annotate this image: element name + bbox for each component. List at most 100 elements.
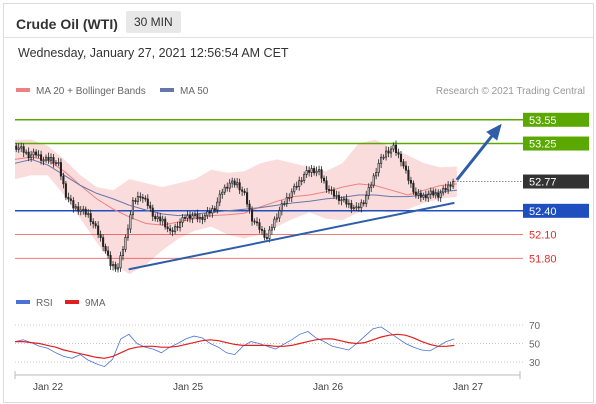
candle-down — [159, 216, 162, 222]
candle-down — [241, 189, 244, 192]
candle-down — [102, 237, 105, 247]
rsi-legend-swatch — [16, 300, 30, 304]
candle-up — [223, 186, 226, 193]
ma50-legend-swatch — [160, 88, 174, 92]
candle-down — [332, 189, 335, 197]
candle-up — [377, 162, 380, 173]
candle-down — [265, 237, 268, 239]
candle-down — [424, 195, 427, 199]
candle-down — [295, 185, 298, 188]
candle-down — [104, 246, 107, 252]
candle-down — [320, 169, 323, 179]
candle-up — [174, 226, 177, 232]
candle-up — [74, 206, 77, 209]
candle-up — [273, 218, 276, 228]
candle-up — [278, 210, 281, 219]
candle-down — [308, 170, 311, 173]
candle-down — [154, 215, 157, 220]
candle-up — [427, 194, 430, 199]
candle-down — [171, 230, 174, 232]
legend-row: MA 20 + Bollinger Bands MA 50 Research ©… — [16, 86, 585, 97]
candle-up — [285, 197, 288, 204]
ma50-line — [14, 158, 457, 217]
candle-up — [340, 199, 343, 202]
candle-down — [146, 198, 149, 207]
rsi-legend-label: RSI — [36, 298, 53, 309]
candle-down — [337, 195, 340, 201]
candle-up — [367, 186, 370, 196]
candle-down — [164, 218, 167, 228]
candle-down — [258, 222, 261, 230]
candle-up — [116, 267, 120, 270]
timeframe-badge[interactable]: 30 MIN — [126, 11, 181, 33]
candle-down — [404, 165, 407, 171]
candle-down — [97, 225, 100, 236]
candle-down — [77, 206, 80, 212]
candle-up — [191, 215, 194, 219]
candle-up — [303, 174, 306, 181]
candle-down — [144, 197, 147, 200]
candle-down — [183, 217, 187, 219]
candle-down — [357, 206, 360, 209]
chart-datetime: Wednesday, January 27, 2021 12:56:54 AM … — [18, 46, 289, 60]
candle-up — [365, 195, 368, 205]
candle-up — [392, 144, 395, 150]
price-level-label: 53.25 — [529, 139, 557, 151]
candle-down — [47, 156, 50, 161]
candle-up — [124, 236, 127, 250]
candlesticks — [15, 140, 455, 273]
candle-up — [79, 209, 82, 212]
ma50-legend-label: MA 50 — [180, 86, 209, 97]
candle-down — [251, 209, 254, 222]
candle-down — [94, 223, 97, 227]
candle-up — [37, 154, 40, 157]
rsi-tick-label: 50 — [529, 340, 541, 351]
candle-down — [345, 198, 348, 205]
candle-down — [35, 151, 38, 156]
candle-up — [25, 151, 28, 154]
candle-down — [67, 197, 70, 200]
support-trendline — [128, 201, 455, 271]
candle-down — [246, 192, 249, 205]
rsi-ma9-line — [15, 333, 455, 359]
candle-down — [226, 186, 229, 189]
forecast-arrow-head — [486, 123, 502, 141]
candle-up — [119, 255, 122, 269]
candle-up — [57, 162, 60, 164]
bollinger-bands — [15, 139, 457, 275]
candle-down — [437, 192, 440, 198]
candle-up — [221, 191, 224, 195]
candle-down — [330, 189, 333, 192]
candle-down — [176, 226, 179, 228]
ma9-legend-swatch — [65, 300, 79, 304]
candle-up — [54, 162, 57, 165]
candle-down — [412, 182, 415, 193]
candle-down — [243, 190, 246, 193]
price-level-label: 53.55 — [529, 115, 557, 127]
candle-down — [89, 213, 92, 222]
bollinger-band-area — [15, 139, 457, 275]
candle-down — [139, 196, 142, 198]
candle-down — [444, 188, 447, 191]
x-tick-label: Jan 27 — [453, 382, 483, 393]
candle-up — [42, 159, 45, 162]
candle-up — [218, 193, 221, 203]
candle-down — [248, 203, 251, 210]
candle-up — [193, 213, 196, 216]
chart-header: Crude Oil (WTI) 30 MIN — [4, 4, 593, 38]
candle-down — [394, 144, 398, 153]
candle-up — [82, 208, 85, 211]
candle-up — [186, 215, 189, 219]
candle-down — [92, 221, 95, 225]
candle-down — [414, 191, 417, 196]
candle-up — [121, 249, 125, 257]
candle-down — [323, 177, 326, 182]
candle-up — [156, 216, 159, 220]
price-level-labels: 53.55 53.25 52.77 52.40 52.10 51.80 — [523, 112, 589, 265]
candle-up — [30, 154, 33, 159]
candle-up — [283, 203, 286, 205]
candle-up — [126, 228, 129, 238]
candle-down — [40, 154, 43, 161]
candle-up — [305, 170, 308, 175]
candle-up — [382, 156, 385, 159]
